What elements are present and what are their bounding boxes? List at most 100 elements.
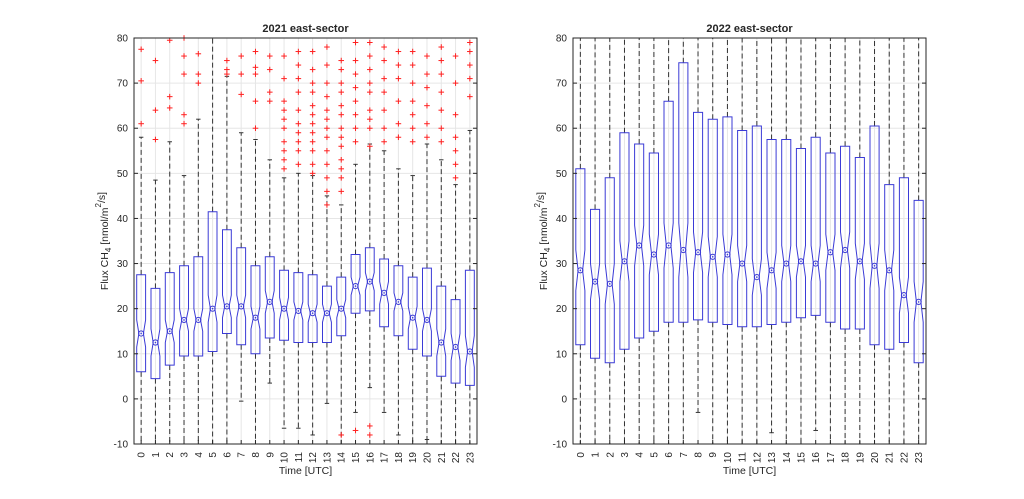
outlier-marker <box>381 57 387 64</box>
outlier-marker <box>295 62 302 68</box>
outlier-marker <box>281 157 287 163</box>
y-axis-label-part: 2 <box>94 202 103 207</box>
box-0 <box>136 46 147 444</box>
outlier-marker <box>467 48 473 55</box>
outlier-marker <box>395 134 402 141</box>
box-body <box>619 132 630 350</box>
box-body <box>913 199 924 364</box>
y-axis-label: Flux CH4 [nmol/m2/s] <box>533 192 552 290</box>
outlier-marker <box>395 75 402 82</box>
outlier-marker <box>324 125 330 132</box>
outlier-marker <box>352 98 359 104</box>
median-dot <box>829 251 832 254</box>
box-body <box>795 148 806 319</box>
box-body <box>379 258 389 328</box>
outlier-marker <box>281 107 287 113</box>
median-dot <box>426 319 428 321</box>
median-dot <box>741 262 743 265</box>
outlier-marker <box>395 48 402 55</box>
box-body <box>422 267 432 357</box>
box-18 <box>840 38 851 444</box>
x-tick-label: 22 <box>899 452 910 464</box>
outlier-marker <box>409 98 416 104</box>
box-15 <box>795 38 806 444</box>
box-body <box>350 254 361 314</box>
outlier-marker <box>424 134 430 141</box>
outlier-marker <box>338 175 345 181</box>
outlier-marker <box>295 75 302 82</box>
outlier-marker <box>324 161 330 168</box>
box-body <box>264 256 275 339</box>
median-dot <box>917 301 920 303</box>
box-2 <box>164 37 175 444</box>
median-dot <box>297 310 300 312</box>
median-dot <box>623 260 626 263</box>
x-tick-label: 4 <box>635 452 646 458</box>
box-body <box>407 276 418 350</box>
median-dot <box>383 292 385 294</box>
outlier-marker <box>438 89 445 95</box>
x-tick-label: 9 <box>265 452 276 458</box>
y-tick-label: 40 <box>556 214 568 225</box>
median-dot <box>903 294 905 296</box>
x-tick-label: 7 <box>237 452 248 458</box>
y-axis-label-part: Flux CH <box>99 252 111 290</box>
y-tick-label: 80 <box>117 34 129 45</box>
outlier-marker <box>295 147 302 154</box>
median-marker <box>694 249 702 256</box>
y-tick-label: -10 <box>553 440 568 451</box>
median-dot <box>859 260 861 263</box>
median-dot <box>594 280 596 283</box>
median-dot <box>579 269 582 272</box>
box-12 <box>751 38 762 444</box>
median-dot <box>469 350 471 353</box>
outlier-marker <box>252 125 259 132</box>
box-body <box>250 265 261 355</box>
median-dot <box>638 244 640 247</box>
median-marker <box>768 267 775 274</box>
median-dot <box>211 307 214 310</box>
outlier-marker <box>324 62 330 68</box>
median-dot <box>154 341 157 344</box>
box-body <box>336 276 347 337</box>
x-tick-label: 5 <box>649 452 660 458</box>
outlier-marker <box>324 93 330 100</box>
y-tick-label: 30 <box>117 259 129 270</box>
box-body <box>179 265 189 357</box>
outlier-marker <box>367 116 373 122</box>
box-13 <box>322 44 332 404</box>
median-marker <box>295 307 302 315</box>
box-6 <box>663 38 674 444</box>
outlier-marker <box>295 48 302 55</box>
box-body <box>810 136 821 316</box>
x-tick-label: 13 <box>767 452 778 464</box>
axes-frame <box>572 37 927 445</box>
median-marker <box>338 305 345 312</box>
x-tick-label: 11 <box>294 452 305 463</box>
outlier-marker <box>238 53 244 59</box>
box-body <box>393 265 404 337</box>
x-tick-label: 17 <box>826 452 837 464</box>
outlier-marker <box>452 134 459 141</box>
outlier-marker <box>166 105 173 111</box>
outlier-marker <box>324 202 330 208</box>
y-axis-label: Flux CH4 [nmol/m2/s] <box>94 192 113 290</box>
x-axis-label: Time [UTC] <box>723 465 776 477</box>
box-14 <box>781 38 792 444</box>
median-marker <box>591 278 599 285</box>
y-tick-label: 50 <box>117 169 129 180</box>
outlier-marker <box>338 89 345 95</box>
x-tick-label: 16 <box>811 452 822 464</box>
outlier-marker <box>181 53 187 59</box>
outlier-marker <box>352 71 359 77</box>
outlier-marker <box>295 89 302 95</box>
median-marker <box>280 305 288 312</box>
median-dot <box>711 255 714 258</box>
median-marker <box>709 253 716 260</box>
y-axis-label-part: 4 <box>104 247 113 252</box>
box-8 <box>693 38 704 413</box>
y-tick-label: 0 <box>122 394 128 405</box>
outlier-marker <box>438 44 445 50</box>
outlier-marker <box>409 62 416 68</box>
